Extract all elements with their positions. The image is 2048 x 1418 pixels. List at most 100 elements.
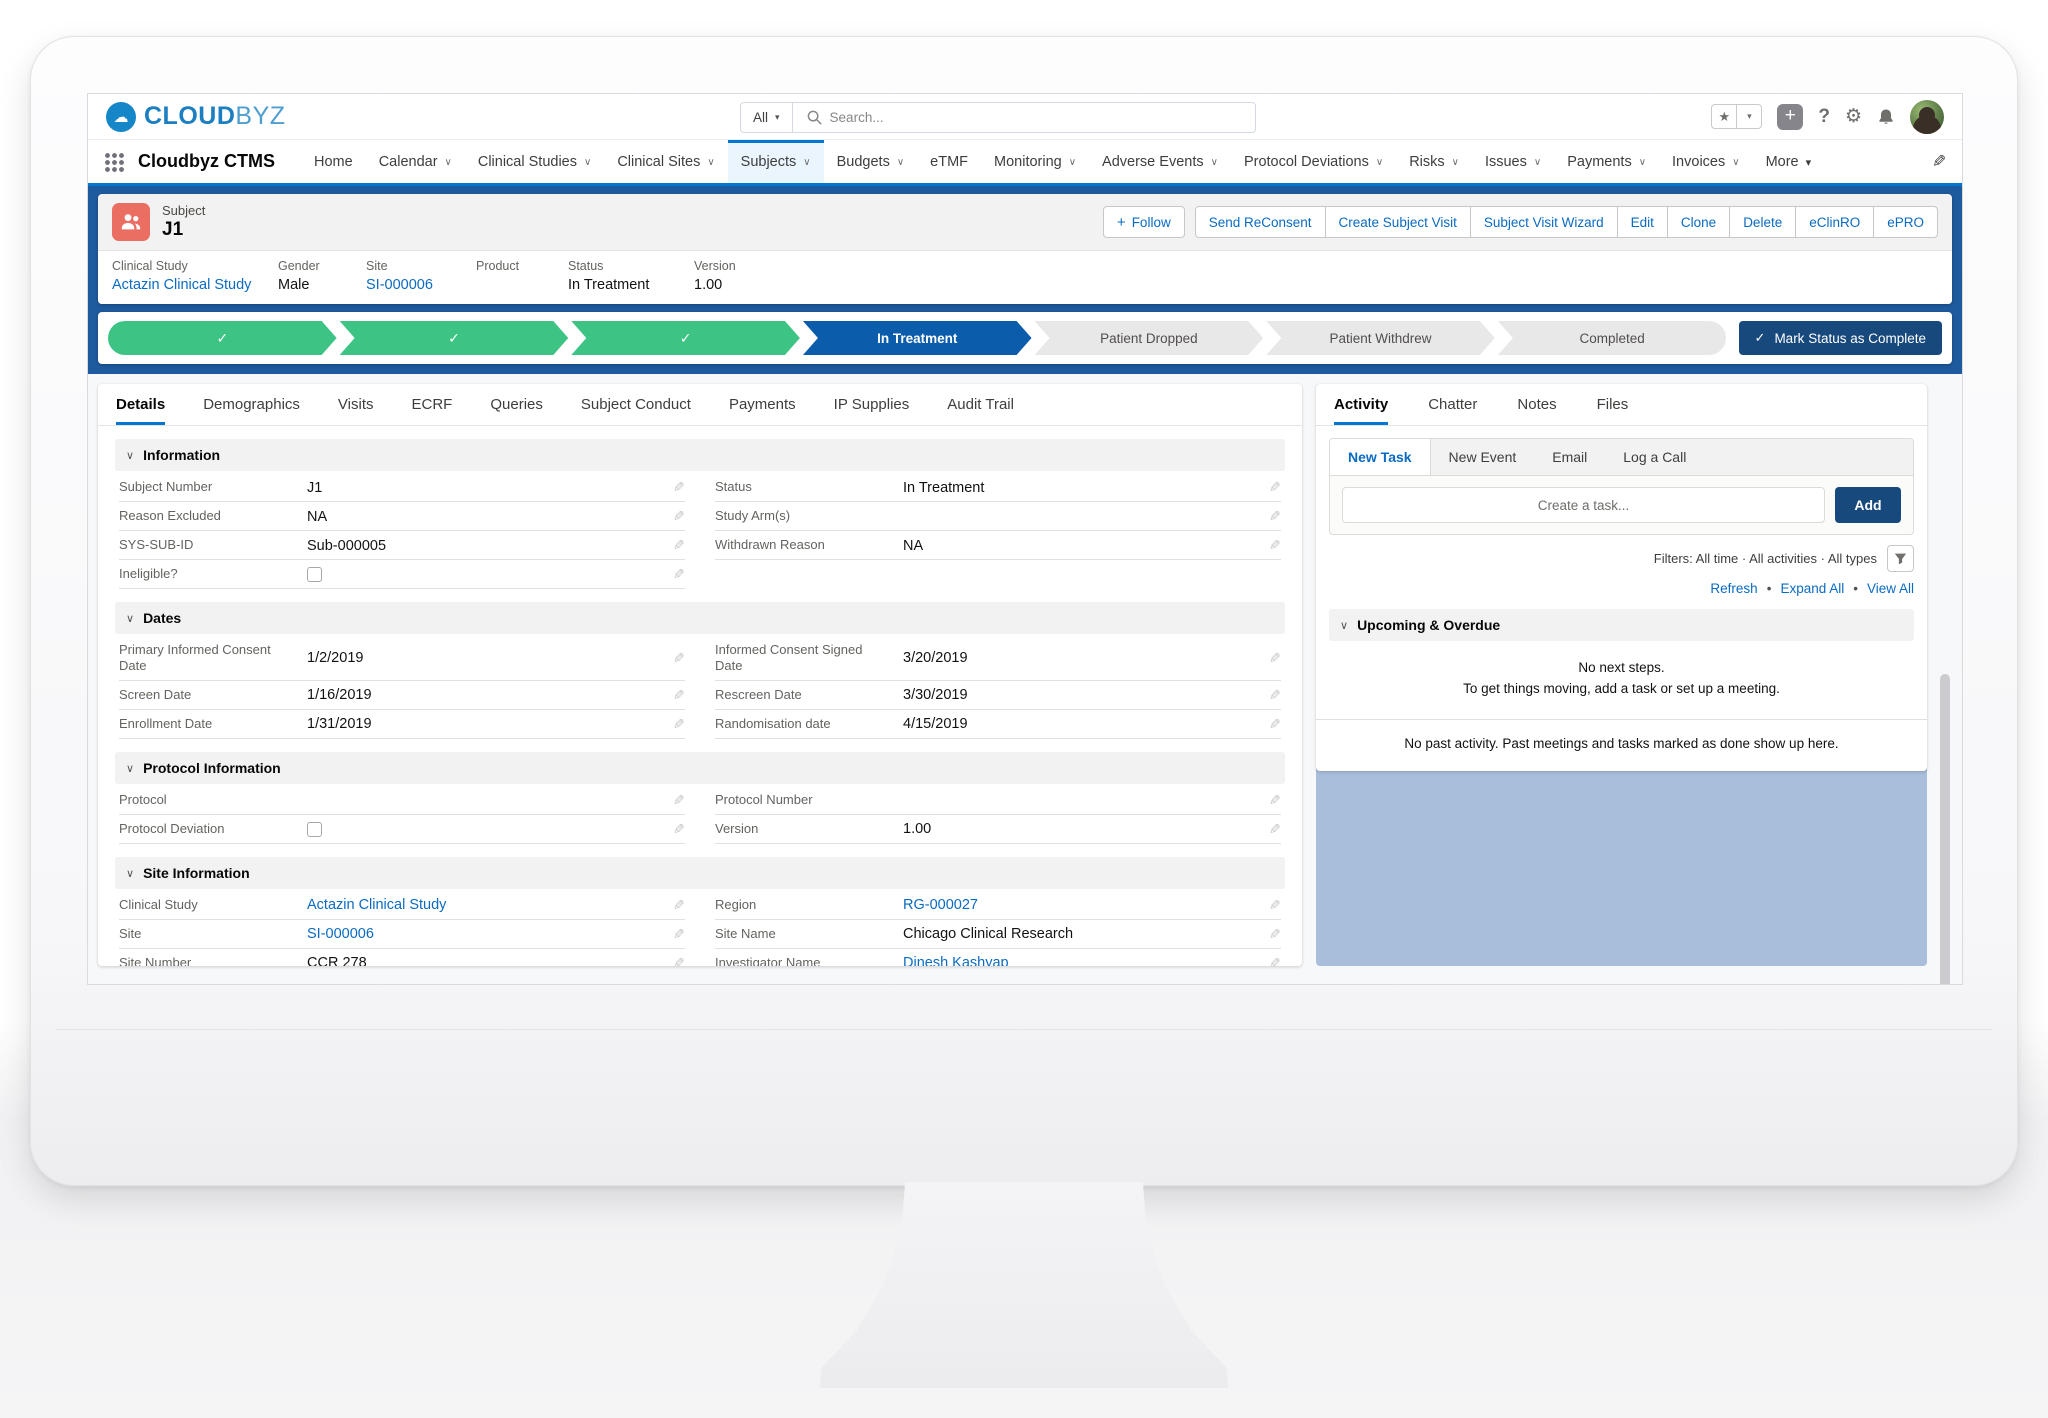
edit-pencil-icon[interactable] — [673, 792, 685, 809]
gear-icon[interactable] — [1845, 105, 1862, 128]
edit-pencil-icon[interactable] — [673, 897, 685, 914]
subject-visit-wizard-button[interactable]: Subject Visit Wizard — [1469, 206, 1618, 238]
tab-queries[interactable]: Queries — [490, 396, 543, 413]
edit-pencil-icon[interactable] — [673, 508, 685, 525]
tab-files[interactable]: Files — [1596, 396, 1629, 413]
tab-ip-supplies[interactable]: IP Supplies — [833, 396, 910, 413]
eclinro-button[interactable]: eClinRO — [1795, 206, 1875, 238]
nav-item-etmf[interactable]: eTMF — [930, 153, 969, 170]
view-all-link[interactable]: View All — [1844, 581, 1914, 596]
app-launcher-icon[interactable] — [104, 151, 124, 172]
nav-item-clinical-studies[interactable]: Clinical Studies — [465, 140, 604, 183]
favorites-dropdown-button[interactable] — [1736, 104, 1763, 129]
edit-pencil-icon[interactable] — [1269, 650, 1281, 667]
nav-item-subjects[interactable]: Subjects — [727, 140, 824, 183]
edit-pencil-icon[interactable] — [1269, 687, 1281, 704]
add-task-button[interactable]: Add — [1835, 487, 1901, 523]
tab-demographics[interactable]: Demographics — [203, 396, 300, 413]
create-task-input[interactable] — [1342, 487, 1825, 523]
nav-item-invoices[interactable]: Invoices — [1659, 140, 1753, 183]
site-link[interactable]: SI-000006 — [366, 277, 433, 293]
tab-notes[interactable]: Notes — [1517, 396, 1557, 413]
clone-button[interactable]: Clone — [1666, 206, 1731, 238]
section-header-site-information[interactable]: Site Information — [115, 856, 1285, 889]
notification-bell-icon[interactable] — [1877, 108, 1895, 126]
section-header-dates[interactable]: Dates — [115, 602, 1285, 634]
tab-audit-trail[interactable]: Audit Trail — [947, 396, 1014, 413]
send-reconsent-button[interactable]: Send ReConsent — [1194, 206, 1326, 238]
section-header-information[interactable]: Information — [115, 439, 1285, 471]
tab-payments[interactable]: Payments — [728, 396, 796, 413]
investigator-link[interactable]: Dinesh Kashyap — [903, 955, 1009, 966]
edit-pencil-icon[interactable] — [673, 687, 685, 704]
region-link[interactable]: RG-000027 — [903, 897, 978, 913]
path-step-completed-1[interactable] — [108, 321, 337, 355]
edit-pencil-icon[interactable] — [1269, 508, 1281, 525]
site-link[interactable]: SI-000006 — [307, 926, 374, 942]
mark-status-complete-button[interactable]: Mark Status as Complete — [1738, 321, 1942, 355]
edit-pencil-icon[interactable] — [1269, 955, 1281, 967]
edit-pencil-icon[interactable] — [673, 650, 685, 667]
tab-details[interactable]: Details — [116, 384, 166, 425]
nav-item-clinical-sites[interactable]: Clinical Sites — [604, 140, 727, 183]
edit-pencil-icon[interactable] — [673, 566, 685, 583]
tab-chatter[interactable]: Chatter — [1428, 396, 1478, 413]
global-add-button[interactable]: + — [1777, 103, 1804, 130]
tab-visits[interactable]: Visits — [337, 396, 374, 413]
tab-log-a-call[interactable]: Log a Call — [1623, 449, 1687, 465]
filter-button[interactable] — [1887, 545, 1914, 572]
edit-pencil-icon[interactable] — [673, 537, 685, 554]
clinical-study-link[interactable]: Actazin Clinical Study — [112, 277, 252, 293]
edit-pencil-icon[interactable] — [673, 716, 685, 733]
path-step-patient-dropped[interactable]: Patient Dropped — [1035, 321, 1264, 355]
nav-item-monitoring[interactable]: Monitoring — [981, 140, 1089, 183]
edit-pencil-icon[interactable] — [1269, 897, 1281, 914]
nav-item-risks[interactable]: Risks — [1396, 140, 1472, 183]
section-header-protocol-information[interactable]: Protocol Information — [115, 751, 1285, 784]
path-step-in-treatment[interactable]: In Treatment — [803, 321, 1032, 355]
nav-item-adverse-events[interactable]: Adverse Events — [1089, 140, 1231, 183]
tab-ecrf[interactable]: ECRF — [411, 396, 453, 413]
nav-item-protocol-deviations[interactable]: Protocol Deviations — [1231, 140, 1396, 183]
path-step-completed-2[interactable] — [340, 321, 569, 355]
scrollbar-thumb[interactable] — [1940, 674, 1950, 984]
nav-item-issues[interactable]: Issues — [1472, 140, 1554, 183]
edit-pencil-icon[interactable] — [1269, 792, 1281, 809]
section-header-upcoming-overdue[interactable]: Upcoming & Overdue — [1329, 609, 1914, 641]
expand-all-link[interactable]: Expand All — [1758, 581, 1845, 596]
edit-button[interactable]: Edit — [1616, 206, 1668, 238]
tab-activity[interactable]: Activity — [1334, 384, 1389, 425]
edit-pencil-icon[interactable] — [1269, 926, 1281, 943]
path-step-completed-3[interactable] — [571, 321, 800, 355]
refresh-link[interactable]: Refresh — [1710, 581, 1758, 596]
create-subject-visit-button[interactable]: Create Subject Visit — [1324, 206, 1471, 238]
help-icon[interactable]: ? — [1818, 105, 1830, 127]
edit-pencil-icon[interactable] — [673, 955, 685, 967]
clinical-study-link[interactable]: Actazin Clinical Study — [307, 897, 447, 913]
user-avatar[interactable] — [1910, 99, 1944, 134]
search-scope-dropdown[interactable]: All — [741, 103, 792, 132]
favorites-star-button[interactable] — [1711, 104, 1738, 129]
nav-item-payments[interactable]: Payments — [1554, 140, 1659, 183]
tab-new-event[interactable]: New Event — [1448, 449, 1517, 465]
tab-new-task[interactable]: New Task — [1330, 439, 1431, 475]
edit-pencil-icon[interactable] — [1269, 479, 1281, 496]
delete-button[interactable]: Delete — [1729, 206, 1797, 238]
nav-item-budgets[interactable]: Budgets — [824, 140, 918, 183]
edit-pencil-icon[interactable] — [673, 479, 685, 496]
search-input[interactable] — [829, 110, 1255, 125]
path-step-completed-final[interactable]: Completed — [1497, 321, 1727, 355]
edit-pencil-icon[interactable] — [1269, 716, 1281, 733]
follow-button[interactable]: Follow — [1102, 206, 1185, 238]
epro-button[interactable]: ePRO — [1873, 206, 1938, 238]
tab-email[interactable]: Email — [1552, 449, 1588, 465]
edit-nav-pencil-icon[interactable] — [1932, 152, 1946, 172]
nav-item-home[interactable]: Home — [314, 153, 353, 170]
tab-subject-conduct[interactable]: Subject Conduct — [580, 396, 691, 413]
edit-pencil-icon[interactable] — [673, 926, 685, 943]
edit-pencil-icon[interactable] — [1269, 537, 1281, 554]
edit-pencil-icon[interactable] — [673, 821, 685, 838]
nav-item-calendar[interactable]: Calendar — [366, 140, 465, 183]
path-step-patient-withdrew[interactable]: Patient Withdrew — [1266, 321, 1495, 355]
nav-item-more[interactable]: More — [1753, 140, 1825, 183]
